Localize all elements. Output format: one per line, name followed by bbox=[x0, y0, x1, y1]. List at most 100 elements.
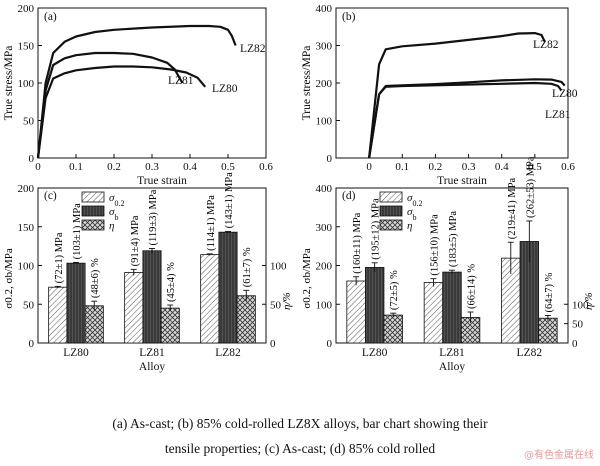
series-line-LZ81 bbox=[368, 81, 563, 159]
legend-label-σ0.2: σ0.2 bbox=[407, 192, 422, 208]
series-label-LZ80: LZ80 bbox=[212, 83, 238, 95]
bar-σb-LZ82 bbox=[218, 231, 238, 344]
y-tick-label: 150 bbox=[18, 222, 35, 234]
bar-η-LZ80 bbox=[84, 305, 104, 344]
data-label-σb-LZ80: (195±12) MPa bbox=[371, 198, 382, 260]
legend-label-σb: σb bbox=[407, 206, 416, 222]
y-right-tick-label: 0 bbox=[270, 338, 276, 350]
x-tick-label-LZ81: LZ81 bbox=[139, 347, 165, 359]
y-tick-label: 400 bbox=[316, 3, 333, 15]
legend-swatch-η bbox=[379, 219, 403, 231]
x-tick-label: 0.6 bbox=[561, 161, 575, 173]
y-tick-label: 100 bbox=[316, 299, 333, 311]
figure: 0 0.1 0.2 0.3 0.4 0.5 0.6 0 50 100 150 200 True stra… bbox=[3, 3, 595, 373]
bar-σ0.2-LZ82 bbox=[200, 254, 220, 344]
y-right-tick-label: 50 bbox=[270, 299, 282, 311]
series-label-LZ82: LZ82 bbox=[240, 43, 266, 55]
data-label-η-LZ81: (66±14) % bbox=[467, 264, 478, 309]
bar-σ0.2-LZ80 bbox=[48, 286, 68, 344]
y-axis-label-right: η/% bbox=[281, 292, 293, 310]
x-tick-label: 0.2 bbox=[429, 161, 443, 173]
data-label-η-LZ82: (64±7) % bbox=[544, 272, 555, 312]
bar-σb-LZ81 bbox=[142, 250, 162, 344]
x-axis-label: Alloy bbox=[139, 361, 165, 373]
y-tick-label: 400 bbox=[316, 183, 333, 195]
x-tick-label: 0.3 bbox=[145, 161, 159, 173]
x-tick-label: 0.5 bbox=[528, 161, 542, 173]
watermark: @有色金属在线 bbox=[524, 450, 594, 461]
y-tick-label: 100 bbox=[18, 78, 35, 90]
y-axis-label: True stress/MPa bbox=[301, 46, 313, 121]
x-tick-label-LZ80: LZ80 bbox=[63, 347, 89, 359]
panel-label: (c) bbox=[44, 190, 57, 202]
data-label-η-LZ81: (45±4) % bbox=[166, 262, 177, 302]
legend-swatch-σb bbox=[81, 205, 105, 217]
y-right-tick-label: 100 bbox=[572, 299, 589, 311]
bar-σ0.2-LZ80 bbox=[346, 280, 366, 344]
data-label-σ0.2-LZ80: (72±1) MPa bbox=[54, 232, 65, 283]
x-tick-label: 0.1 bbox=[69, 161, 83, 173]
x-tick-label: 0.3 bbox=[462, 161, 476, 173]
data-label-η-LZ80: (48±6) % bbox=[90, 258, 101, 298]
bar-η-LZ82 bbox=[538, 317, 558, 344]
data-label-σb-LZ81: (183±5) MPa bbox=[448, 211, 459, 268]
series-line-LZ81 bbox=[36, 51, 184, 159]
y-tick-label: 150 bbox=[18, 41, 35, 53]
series-label-LZ81: LZ81 bbox=[545, 109, 571, 121]
x-tick-label: 0.1 bbox=[395, 161, 409, 173]
y-axis-label-right: η/% bbox=[583, 292, 595, 310]
bar-η-LZ82 bbox=[236, 295, 256, 344]
panel-label: (d) bbox=[342, 190, 356, 202]
panel-label: (b) bbox=[342, 11, 356, 23]
data-label-σb-LZ80: (103±1) MPa bbox=[72, 203, 83, 260]
x-axis-label: Alloy bbox=[439, 361, 465, 373]
y-tick-label: 300 bbox=[316, 222, 333, 234]
data-label-η-LZ80: (72±5) % bbox=[389, 270, 400, 310]
bar-η-LZ81 bbox=[160, 307, 180, 344]
legend-label-σ0.2: σ0.2 bbox=[109, 192, 124, 208]
data-label-σ0.2-LZ82: (219±41) MPa bbox=[507, 177, 518, 239]
data-label-σb-LZ82: (143±1) MPa bbox=[224, 172, 235, 229]
bar-σ0.2-LZ81 bbox=[423, 282, 444, 344]
legend-swatch-σb bbox=[379, 205, 403, 217]
data-label-σ0.2-LZ81: (156±10) MPa bbox=[429, 214, 440, 276]
y-tick-label: 50 bbox=[23, 116, 35, 128]
x-tick-label-LZ82: LZ82 bbox=[517, 347, 543, 359]
data-label-σ0.2-LZ80: (160±11) MPa bbox=[352, 212, 363, 273]
x-tick-label: 0 bbox=[366, 161, 372, 173]
y-tick-label: 0 bbox=[327, 338, 333, 350]
y-right-tick-label: 50 bbox=[572, 319, 584, 331]
figure-caption-line-2: tensile properties; (c) As-cast; (d) 85%… bbox=[164, 441, 436, 456]
bar-σ0.2-LZ81 bbox=[124, 272, 144, 344]
series-line-LZ80 bbox=[368, 78, 566, 159]
data-label-σb-LZ81: (119±3) MPa bbox=[148, 189, 159, 245]
bar-σb-LZ80 bbox=[364, 267, 385, 344]
x-axis-label: True strain bbox=[137, 175, 187, 187]
y-tick-label: 0 bbox=[29, 153, 35, 165]
x-tick-label-LZ80: LZ80 bbox=[362, 347, 388, 359]
series-label-LZ80: LZ80 bbox=[552, 88, 578, 100]
y-axis-label-left: σ0.2, σb/MPa bbox=[3, 248, 15, 309]
y-right-tick-label: 100 bbox=[270, 261, 287, 273]
x-tick-label-LZ82: LZ82 bbox=[215, 347, 241, 359]
legend-label-η: η bbox=[109, 220, 114, 232]
x-tick-label: 0 bbox=[35, 161, 41, 173]
data-label-η-LZ82: (61±7) % bbox=[242, 247, 253, 287]
y-tick-label: 50 bbox=[23, 299, 35, 311]
y-tick-label: 200 bbox=[18, 183, 35, 195]
y-tick-label: 0 bbox=[29, 338, 35, 350]
x-tick-label-LZ81: LZ81 bbox=[439, 347, 465, 359]
legend-label-σb: σb bbox=[109, 206, 118, 222]
y-tick-label: 200 bbox=[316, 78, 333, 90]
x-tick-label: 0.6 bbox=[259, 161, 273, 173]
y-tick-label: 200 bbox=[316, 261, 333, 273]
series-line-LZ82 bbox=[368, 32, 546, 159]
panel-label: (a) bbox=[44, 11, 57, 23]
x-tick-label: 0.4 bbox=[495, 161, 509, 173]
x-tick-label: 0.4 bbox=[183, 161, 197, 173]
y-tick-label: 200 bbox=[18, 3, 35, 15]
x-tick-label: 0.5 bbox=[221, 161, 235, 173]
y-tick-label: 100 bbox=[18, 261, 35, 273]
y-tick-label: 300 bbox=[316, 41, 333, 53]
x-axis-label: True strain bbox=[437, 175, 487, 187]
